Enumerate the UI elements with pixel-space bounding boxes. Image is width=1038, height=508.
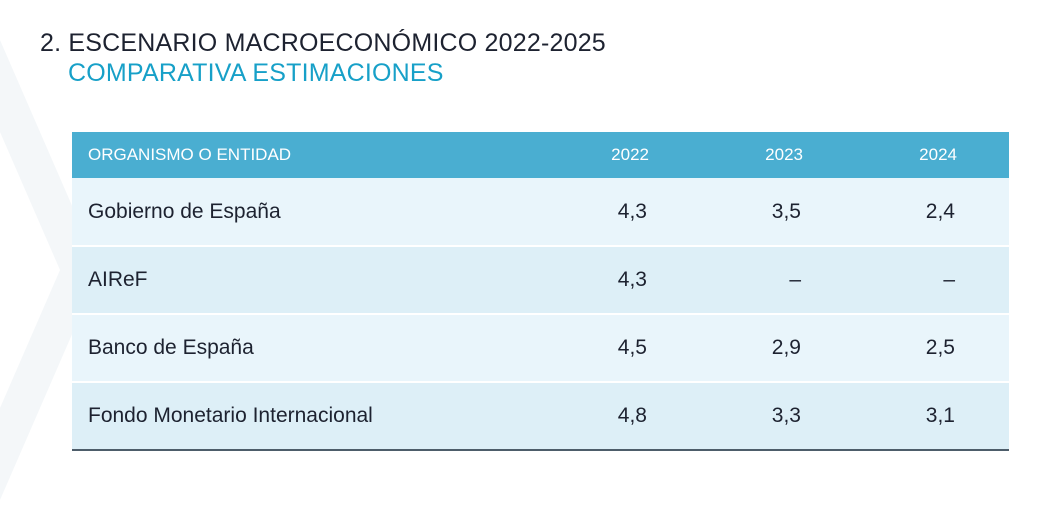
cell-2024: 3,1 (925, 404, 955, 427)
cell-2022: 4,8 (617, 404, 647, 427)
cell-2023: 2,9 (771, 336, 801, 359)
column-header-2022: 2022 (611, 145, 649, 164)
page-title: 2. ESCENARIO MACROECONÓMICO 2022-2025 (40, 29, 606, 57)
column-header-2023: 2023 (765, 145, 803, 164)
cell-2024: 2,4 (925, 199, 955, 223)
cell-2022: 4,3 (617, 268, 647, 291)
column-header-2024: 2024 (919, 145, 957, 164)
table-row: AIReF 4,3 – – (72, 246, 1009, 314)
table-header-row: ORGANISMO O ENTIDAD 2022 2023 2024 (72, 132, 1009, 178)
cell-2022: 4,3 (617, 199, 647, 223)
cell-2022: 4,5 (617, 336, 647, 359)
cell-entity: Fondo Monetario Internacional (88, 404, 373, 427)
cell-entity: AIReF (88, 268, 148, 291)
table-row: Banco de España 4,5 2,9 2,5 (72, 314, 1009, 382)
estimates-table-container: ORGANISMO O ENTIDAD 2022 2023 2024 Gobie… (72, 132, 1009, 451)
table-row: Fondo Monetario Internacional 4,8 3,3 3,… (72, 382, 1009, 450)
table-row: Gobierno de España 4,3 3,5 2,4 (72, 178, 1009, 246)
cell-2024: 2,5 (925, 336, 955, 359)
cell-2023: 3,3 (771, 404, 801, 427)
cell-2023: 3,5 (771, 199, 801, 223)
title-block: 2. ESCENARIO MACROECONÓMICO 2022-2025 CO… (40, 28, 606, 88)
cell-2023: – (789, 268, 801, 291)
cell-2024: – (943, 268, 955, 291)
column-header-entity: ORGANISMO O ENTIDAD (88, 145, 292, 164)
cell-entity: Banco de España (88, 336, 254, 359)
estimates-table: ORGANISMO O ENTIDAD 2022 2023 2024 Gobie… (72, 132, 1009, 451)
cell-entity: Gobierno de España (88, 199, 281, 223)
page-subtitle: COMPARATIVA ESTIMACIONES (68, 59, 444, 87)
